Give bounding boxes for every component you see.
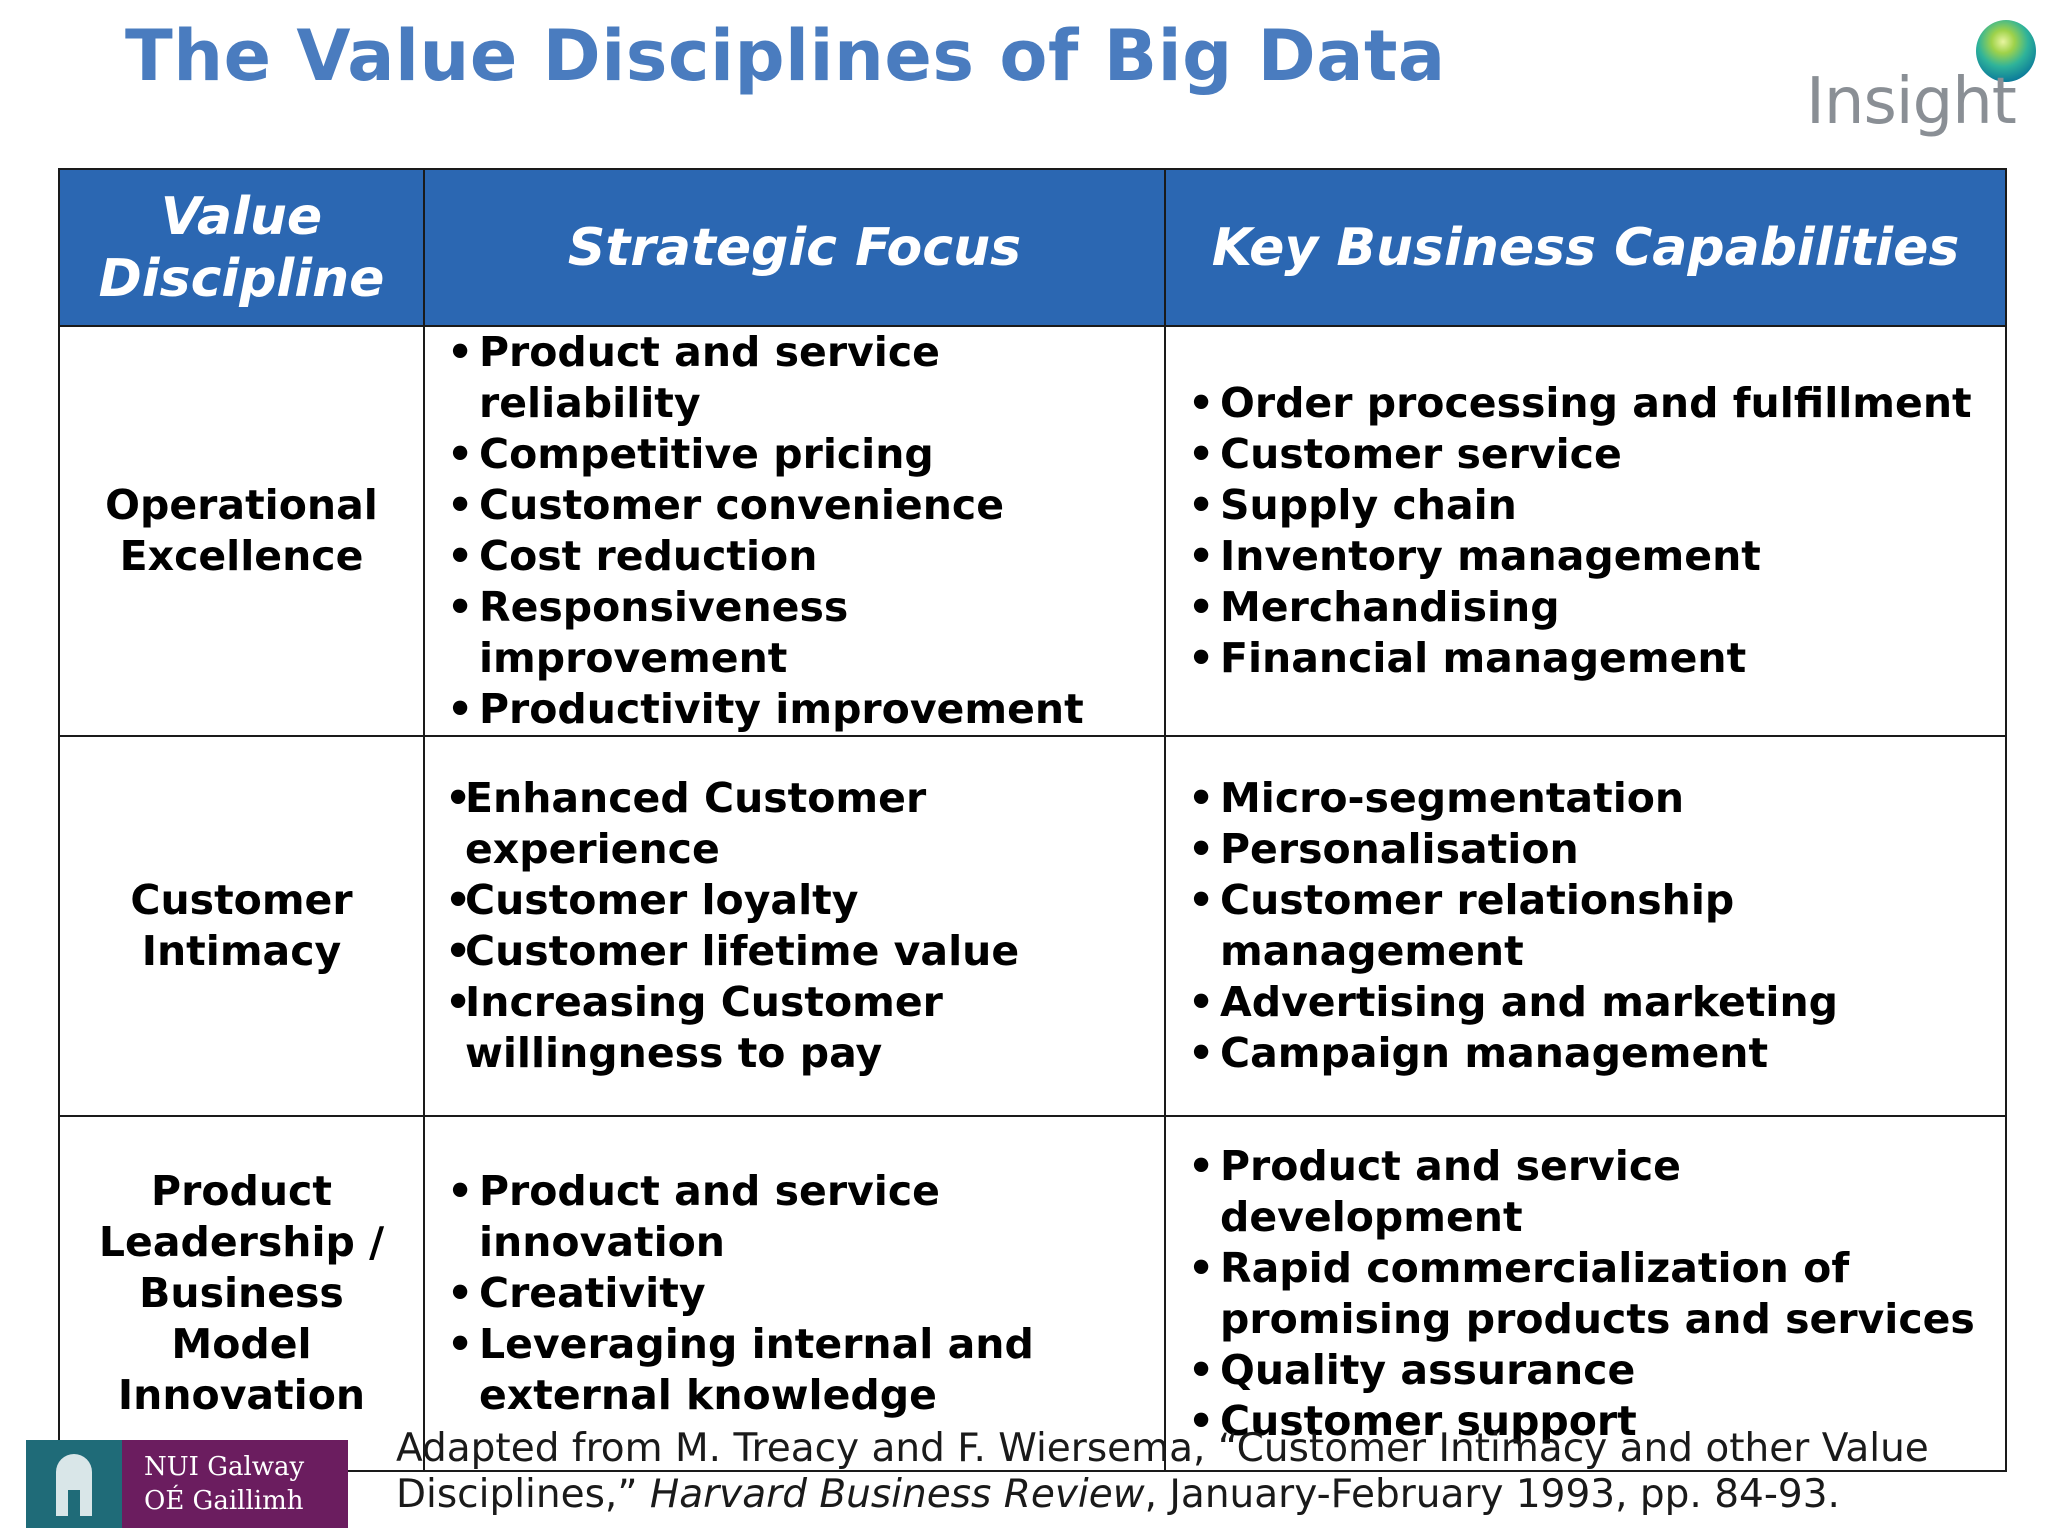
discipline-cell: Customer Intimacy <box>58 735 425 1117</box>
list-item: Order processing and fulfillment <box>1184 378 1993 429</box>
discipline-line: Product <box>151 1167 332 1215</box>
list-item: Cost reduction <box>443 531 1152 582</box>
university-crest-icon <box>26 1440 122 1528</box>
list-item: Product and service development <box>1184 1141 1993 1243</box>
discipline-line: Intimacy <box>141 927 342 975</box>
insight-logo: Insight <box>1796 20 2036 140</box>
discipline-line: Model <box>171 1320 312 1368</box>
discipline-line: Business <box>139 1269 344 1317</box>
strategic-focus-cell: Enhanced Customer experience Customer lo… <box>423 735 1166 1117</box>
capabilities-cell: Micro-segmentation Personalisation Custo… <box>1164 735 2007 1117</box>
insight-logo-text: Insight <box>1806 65 2017 139</box>
citation-prefix: Adapted from M. Treacy and F. Wiersema, … <box>396 1426 1929 1471</box>
header-strategic-focus: Strategic Focus <box>423 168 1166 327</box>
list-item: Micro-segmentation <box>1184 773 1993 824</box>
insight-orb-icon <box>1976 20 2036 82</box>
value-disciplines-table: Value Discipline Strategic Focus Key Bus… <box>58 168 2007 1472</box>
strategic-focus-cell: Product and service reliability Competit… <box>423 325 1166 737</box>
strategic-focus-cell: Product and service innovation Creativit… <box>423 1115 1166 1472</box>
list-item: Advertising and marketing <box>1184 977 1993 1028</box>
list-item: Customer convenience <box>443 480 1152 531</box>
table-header-row: Value Discipline Strategic Focus Key Bus… <box>58 168 2007 327</box>
table-row: Operational Excellence Product and servi… <box>58 325 2007 737</box>
list-item: Productivity improvement <box>443 684 1152 735</box>
list-item: Creativity <box>443 1268 1152 1319</box>
citation-suffix: , January-February 1993, pp. 84-93. <box>1144 1472 1840 1517</box>
table-row: Product Leadership / Business Model Inno… <box>58 1115 2007 1472</box>
list-item: Quality assurance <box>1184 1345 1993 1396</box>
list-item: Product and service reliability <box>443 327 1152 429</box>
list-item: Inventory management <box>1184 531 1993 582</box>
list-item: Merchandising <box>1184 582 1993 633</box>
list-item: Campaign management <box>1184 1028 1993 1079</box>
source-citation: Adapted from M. Treacy and F. Wiersema, … <box>396 1426 1929 1517</box>
list-item: Product and service innovation <box>443 1166 1152 1268</box>
list-item: Financial management <box>1184 633 1993 684</box>
university-name-irish: OÉ Gaillimh <box>144 1486 304 1516</box>
list-item: Competitive pricing <box>443 429 1152 480</box>
list-item: Leveraging internal and external knowled… <box>443 1319 1152 1421</box>
slide-title: The Value Disciplines of Big Data <box>125 15 1446 97</box>
list-item: Rapid commercialization of promising pro… <box>1184 1243 1993 1345</box>
list-item: Supply chain <box>1184 480 1993 531</box>
list-item: Customer support <box>1184 1396 1993 1447</box>
header-value-discipline: Value Discipline <box>58 168 425 327</box>
capabilities-cell: Order processing and fulfillment Custome… <box>1164 325 2007 737</box>
list-item: Customer relationship management <box>1184 875 1993 977</box>
list-item: Enhanced Customer experience <box>443 773 1152 875</box>
citation-journal: Harvard Business Review <box>649 1472 1145 1517</box>
header-key-business-capabilities: Key Business Capabilities <box>1164 168 2007 327</box>
discipline-cell: Operational Excellence <box>58 325 425 737</box>
list-item: Increasing Customer willingness to pay <box>443 977 1152 1079</box>
list-item: Customer loyalty <box>443 875 1152 926</box>
list-item: Responsiveness improvement <box>443 582 1152 684</box>
capabilities-cell: Product and service development Rapid co… <box>1164 1115 2007 1472</box>
nui-galway-logo: NUI Galway OÉ Gaillimh <box>26 1440 348 1528</box>
university-name-english: NUI Galway <box>144 1452 305 1482</box>
discipline-line: Customer <box>130 876 353 924</box>
discipline-cell: Product Leadership / Business Model Inno… <box>58 1115 425 1472</box>
list-item: Customer lifetime value <box>443 926 1152 977</box>
discipline-line: Leadership / <box>98 1218 385 1266</box>
list-item: Personalisation <box>1184 824 1993 875</box>
list-item: Customer service <box>1184 429 1993 480</box>
university-name: NUI Galway OÉ Gaillimh <box>122 1440 348 1528</box>
discipline-line: Excellence <box>119 532 364 580</box>
discipline-line: Innovation <box>117 1371 366 1419</box>
table-row: Customer Intimacy Enhanced Customer expe… <box>58 735 2007 1117</box>
discipline-line: Operational <box>105 481 378 529</box>
